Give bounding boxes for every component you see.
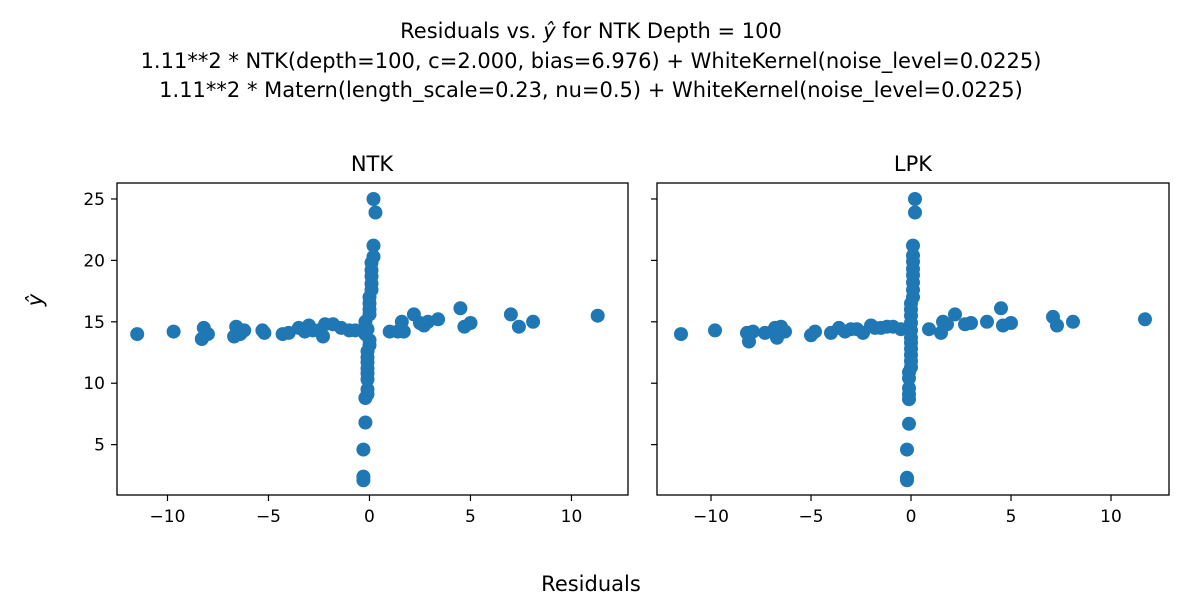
ntk-point [396,324,411,339]
ntk-panel-title: NTK [351,152,395,176]
lpk-panel: LPK −10 −5 0 5 10 [651,152,1170,527]
lpk-point [674,327,688,342]
figure-title-line-1: Residuals vs. ŷ for NTK Depth = 100 [400,19,782,43]
ntk-point [358,415,373,430]
ntk-point [511,319,526,334]
lpk-point [900,442,914,457]
lpk-point [948,307,962,322]
lpk-panel-title: LPK [894,152,933,176]
ntk-point [526,314,541,329]
ntk-point [366,249,381,264]
ntk-x-tick-label: −10 [150,507,186,527]
lpk-point [902,416,916,431]
ntk-point [130,327,145,342]
lpk-point [1138,312,1152,327]
ntk-point [453,301,468,316]
lpk-point [994,301,1008,316]
lpk-markers [674,192,1152,488]
lpk-x-tick-label: 10 [1100,507,1122,527]
ntk-point [366,192,381,206]
ntk-point [360,382,375,397]
lpk-point [908,192,922,206]
ntk-y-tick-label: 5 [94,436,105,456]
lpk-point [922,322,936,337]
ntk-x-tick-label: −5 [256,507,281,527]
lpk-ticks: −10 −5 0 5 10 [651,198,1122,527]
ntk-point [503,307,518,322]
ntk-point [590,308,605,323]
ntk-x-tick-label: 5 [465,507,476,527]
y-axis-label: ŷ [23,293,47,307]
lpk-point [964,316,978,330]
ntk-point [237,323,252,338]
ntk-y-tick-label: 15 [83,313,105,333]
x-axis-label: Residuals [541,572,641,596]
lpk-point [746,324,760,339]
ntk-y-tick-label: 10 [83,374,105,394]
ntk-axes-frame [116,182,629,496]
ntk-point [257,325,272,340]
lpk-point [906,248,920,263]
lpk-x-tick-label: 0 [906,507,917,527]
ntk-x-tick-label: 10 [561,507,583,527]
ntk-point [463,316,478,330]
ntk-x-tick-label: 0 [364,507,375,527]
lpk-x-tick-label: 5 [1006,507,1017,527]
lpk-point [908,205,922,220]
lpk-point [900,470,914,485]
lpk-point [708,323,722,338]
lpk-axes-frame [656,182,1170,496]
lpk-point [1066,314,1080,329]
ntk-y-tick-label: 20 [83,251,105,271]
lpk-point [1004,316,1018,330]
ntk-panel: NTK −10 −5 0 5 10 5 10 15 20 25 [83,152,629,527]
ntk-y-tick-label: 25 [83,190,105,210]
ntk-ticks: −10 −5 0 5 10 5 10 15 20 25 [83,190,582,527]
lpk-point [906,238,920,253]
ntk-point [431,312,446,327]
lpk-x-tick-label: −10 [693,507,729,527]
ntk-point [366,238,381,253]
lpk-point [778,324,792,339]
ntk-point [166,324,181,339]
ntk-point [316,329,330,344]
ntk-point [368,205,383,220]
ntk-point [194,332,209,346]
lpk-point [980,314,994,329]
ntk-markers [130,192,605,488]
lpk-point [902,381,916,396]
lpk-point [940,317,954,332]
lpk-point [1050,318,1064,333]
ntk-point [356,442,371,457]
figure-title-line-3: 1.11**2 * Matern(length_scale=0.23, nu=0… [159,78,1023,103]
lpk-x-tick-label: −5 [798,507,823,527]
lpk-point [808,324,822,339]
ntk-point [356,469,371,484]
figure-title-line-2: 1.11**2 * NTK(depth=100, c=2.000, bias=6… [141,49,1042,74]
